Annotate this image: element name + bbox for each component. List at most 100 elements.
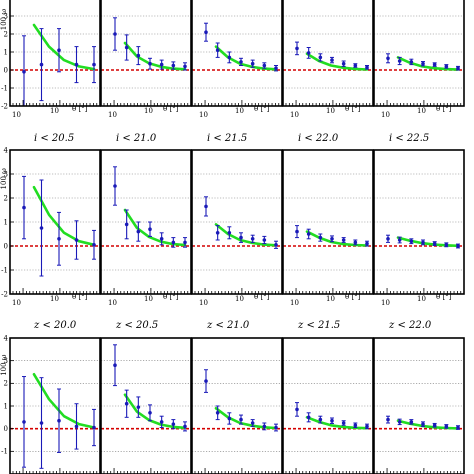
- data-point: [215, 48, 220, 52]
- x-tick-label: 10: [417, 295, 426, 303]
- x-tick-label: 10: [381, 299, 390, 307]
- data-point: [386, 417, 390, 422]
- data-point: [159, 237, 164, 241]
- x-tick-label: 10: [235, 295, 244, 303]
- data-point: [113, 32, 117, 36]
- data-point: [295, 229, 299, 234]
- data-point: [159, 420, 164, 424]
- model-curve: [214, 223, 278, 247]
- x-tick-label: 10: [108, 299, 117, 307]
- data-point: [386, 56, 390, 61]
- x-axis-label: θ [°]: [254, 105, 270, 113]
- data-point: [136, 53, 141, 58]
- y-tick-label: 3: [4, 12, 8, 20]
- x-tick-label: 10: [144, 295, 153, 303]
- data-point: [92, 243, 96, 247]
- data-point: [39, 226, 44, 230]
- model-curve: [32, 185, 96, 247]
- panel-frame: [191, 149, 283, 295]
- panel-plot-area: [10, 338, 100, 474]
- data-point: [295, 46, 299, 51]
- panel-title: i < 21.0: [116, 133, 157, 144]
- x-axis-label: θ [°]: [72, 293, 88, 301]
- data-point: [341, 61, 346, 66]
- x-axis-label: θ [°]: [254, 293, 270, 301]
- data-point: [341, 238, 346, 242]
- data-point: [74, 62, 79, 67]
- model-curve: [305, 52, 369, 71]
- data-point: [215, 411, 220, 415]
- panel-10: 10 10 θ [°] i < 22.5: [373, 133, 465, 307]
- y-tick-label: -2: [1, 102, 8, 110]
- data-point: [295, 407, 299, 412]
- data-point: [330, 58, 334, 62]
- data-point: [274, 66, 278, 70]
- panel-frame: [100, 149, 192, 295]
- panel-5: 10 10 θ [°]: [373, 0, 465, 119]
- model-curve: [305, 230, 369, 247]
- data-point: [22, 70, 26, 74]
- panel-plot-area: [10, 15, 100, 106]
- data-point: [183, 240, 187, 245]
- data-point: [353, 63, 358, 68]
- y-axis-label: 100 ω: [0, 168, 8, 190]
- panel-frame: [100, 0, 192, 107]
- y-tick-label: 0: [4, 425, 8, 433]
- data-point: [239, 417, 243, 422]
- panel-frame: [100, 337, 192, 474]
- y-tick-label: 2: [4, 30, 8, 38]
- y-tick-label: 3: [4, 357, 8, 365]
- data-point: [227, 55, 232, 60]
- data-point: [171, 63, 176, 68]
- y-tick-label: 4: [4, 334, 9, 342]
- data-point: [171, 422, 176, 426]
- panel-plot-area: [283, 15, 373, 106]
- panel-plot-area: [101, 150, 191, 294]
- x-axis-label: θ [°]: [345, 105, 361, 113]
- x-tick-label: 10: [12, 299, 21, 307]
- y-axis-label: 100 ω: [0, 354, 8, 376]
- x-axis-label: θ [°]: [163, 105, 179, 113]
- panel-plot-area: [10, 150, 100, 294]
- x-tick-label: 10: [199, 299, 208, 307]
- data-point: [456, 425, 460, 430]
- panel-frame: [191, 0, 283, 107]
- data-point: [409, 239, 414, 243]
- panel-plot-area: [101, 338, 191, 474]
- data-point: [409, 420, 414, 424]
- data-point: [113, 363, 117, 368]
- data-point: [92, 62, 96, 67]
- data-point: [204, 204, 208, 209]
- model-curve: [32, 23, 96, 71]
- panel-plot-area: [192, 150, 282, 294]
- data-point: [456, 66, 460, 70]
- panel-13: z < 21.0: [191, 320, 283, 474]
- x-tick-label: 10: [144, 107, 153, 115]
- panel-plot-area: [192, 15, 282, 106]
- data-point: [432, 62, 437, 67]
- y-axis-label: 100 ω: [0, 9, 8, 31]
- panel-frame: [373, 149, 465, 295]
- x-axis-label: θ [°]: [436, 105, 452, 113]
- data-point: [432, 423, 437, 428]
- data-point: [148, 227, 152, 231]
- panel-plot-area: [374, 15, 464, 106]
- data-point: [204, 30, 208, 34]
- y-tick-label: 3: [4, 170, 8, 178]
- panel-plot-area: [283, 150, 373, 294]
- data-point: [215, 231, 220, 235]
- y-tick-label: -2: [1, 290, 8, 298]
- x-axis-label: θ [°]: [163, 293, 179, 301]
- panel-plot-area: [192, 338, 282, 474]
- y-tick-label: -1: [1, 266, 8, 274]
- panel-6: -2 -1 0 1 2 3 4 100 ω 10 10 θ [°] i < 20.5: [0, 133, 101, 307]
- data-point: [365, 424, 369, 429]
- data-point: [306, 232, 311, 236]
- y-tick-label: 2: [4, 380, 8, 388]
- model-curve: [396, 419, 460, 430]
- model-curve: [123, 393, 187, 430]
- data-point: [113, 184, 117, 188]
- data-point: [318, 417, 323, 422]
